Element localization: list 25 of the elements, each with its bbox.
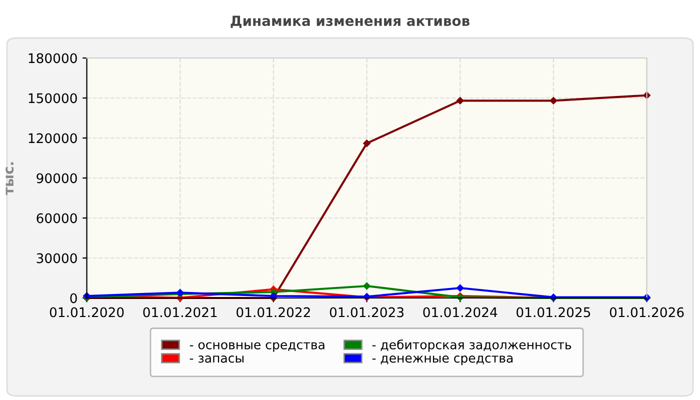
point [456,284,464,292]
x-tick-label: 01.01.2021 [143,307,217,318]
chart-title: Динамика изменения активов [230,16,470,28]
y-tick-label: 150000 [28,93,77,104]
y-axis-title: тыс. [6,162,14,196]
y-tick-label: 90000 [36,173,77,184]
x-tick-label: 01.01.2020 [50,307,124,318]
y-tick-label: 180000 [28,53,77,64]
y-tick-label: 30000 [36,253,77,264]
y-tick-label: 0 [70,293,77,304]
y-tick-label: 60000 [36,213,77,224]
x-tick-label: 01.01.2025 [516,307,590,318]
y-tick-label: 120000 [28,133,77,144]
point [550,97,558,104]
x-tick-label: 01.01.2024 [423,307,498,318]
x-tick-label: 01.01.2026 [610,307,684,318]
x-tick-label: 01.01.2022 [236,307,310,318]
legend-label: - денежные средства [372,356,513,366]
legend-label: - основные средства [190,342,324,352]
point [363,140,370,147]
legend-label: - дебиторская задолженность [372,340,572,352]
point [456,97,464,104]
x-tick-label: 01.01.2023 [330,307,404,318]
point [363,282,370,290]
legend-label: - запасы [190,356,244,363]
